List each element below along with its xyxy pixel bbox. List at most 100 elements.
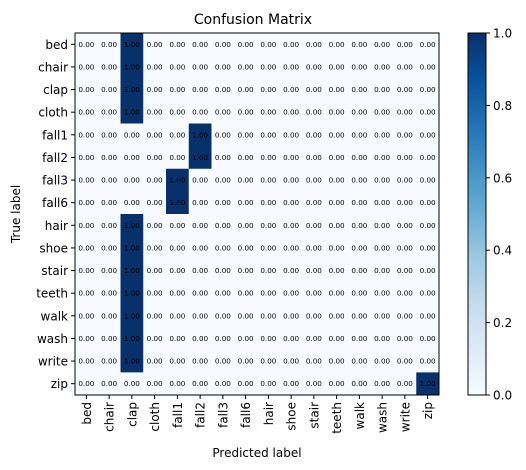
cell-value-label: 0.00 <box>374 153 390 162</box>
cell-value-label: 0.00 <box>397 379 413 388</box>
matrix-cell <box>120 214 144 238</box>
y-tick-label: fall3 <box>42 174 68 188</box>
matrix-cell <box>97 168 121 192</box>
matrix-cell <box>325 327 349 351</box>
matrix-cell <box>393 372 417 396</box>
matrix-cell <box>416 236 440 260</box>
cell-value-label: 0.00 <box>169 334 185 343</box>
y-tick-label: write <box>38 355 68 369</box>
matrix-cell <box>97 123 121 147</box>
matrix-cell <box>211 191 235 215</box>
matrix-cell <box>97 55 121 79</box>
matrix-cell <box>416 191 440 215</box>
cell-value-label: 0.00 <box>238 243 254 252</box>
matrix-cell <box>393 236 417 260</box>
cell-value-label: 0.00 <box>420 153 436 162</box>
y-tick-label: cloth <box>38 106 68 120</box>
matrix-cell <box>325 33 349 57</box>
cell-value-label: 0.00 <box>101 357 117 366</box>
matrix-cell <box>370 236 394 260</box>
cell-value-label: 0.00 <box>238 85 254 94</box>
cell-value-label: 0.00 <box>147 108 163 117</box>
cell-value-label: 0.00 <box>374 289 390 298</box>
cell-value-label: 0.00 <box>238 334 254 343</box>
cell-value-label: 0.00 <box>101 266 117 275</box>
matrix-cell <box>348 33 372 57</box>
cell-value-label: 0.00 <box>329 243 345 252</box>
cell-value-label: 0.00 <box>215 85 231 94</box>
cell-value-label: 1.00 <box>192 153 208 162</box>
cell-value-label: 0.00 <box>374 176 390 185</box>
matrix-cell <box>257 304 281 328</box>
y-tick-label: fall1 <box>42 128 68 142</box>
matrix-cell <box>257 123 281 147</box>
matrix-cell <box>75 123 99 147</box>
matrix-cell <box>393 123 417 147</box>
matrix-cell <box>302 168 326 192</box>
matrix-cell <box>302 146 326 170</box>
matrix-cell <box>370 146 394 170</box>
cell-value-label: 0.00 <box>397 130 413 139</box>
matrix-cell <box>257 281 281 305</box>
cell-value-label: 0.00 <box>260 266 276 275</box>
colorbar-tick-label: 0.6 <box>493 171 512 185</box>
matrix-cell <box>325 281 349 305</box>
matrix-cell <box>416 214 440 238</box>
matrix-cell <box>348 236 372 260</box>
cell-value-label: 0.00 <box>260 379 276 388</box>
cell-value-label: 0.00 <box>374 221 390 230</box>
cell-value-label: 0.00 <box>351 198 367 207</box>
colorbar-tick-label: 0.4 <box>493 244 512 258</box>
matrix-cell <box>370 372 394 396</box>
matrix-cell <box>257 372 281 396</box>
matrix-cell <box>166 214 190 238</box>
cell-value-label: 0.00 <box>147 289 163 298</box>
cell-value-label: 0.00 <box>78 334 94 343</box>
matrix-cell <box>279 78 303 102</box>
matrix-cell <box>211 304 235 328</box>
matrix-cell <box>257 33 281 57</box>
matrix-cell <box>120 78 144 102</box>
cell-value-label: 0.00 <box>283 357 299 366</box>
matrix-cell <box>234 33 258 57</box>
cell-value-label: 0.00 <box>169 62 185 71</box>
cell-value-label: 0.00 <box>374 311 390 320</box>
matrix-cell <box>416 372 440 396</box>
x-tick-label: fall6 <box>239 402 253 428</box>
x-tick-label: fall1 <box>171 402 185 428</box>
cell-value-label: 0.00 <box>78 62 94 71</box>
matrix-cell <box>211 55 235 79</box>
cell-value-label: 0.00 <box>420 357 436 366</box>
cell-value-label: 0.00 <box>238 130 254 139</box>
matrix-cell <box>97 78 121 102</box>
cell-value-label: 0.00 <box>306 85 322 94</box>
matrix-cell <box>393 304 417 328</box>
matrix-cell <box>211 259 235 283</box>
cell-value-label: 0.00 <box>420 198 436 207</box>
cell-value-label: 0.00 <box>169 311 185 320</box>
cell-value-label: 0.00 <box>397 153 413 162</box>
matrix-cell <box>416 55 440 79</box>
matrix-cell <box>75 168 99 192</box>
x-axis-ticks: bed chair clap cloth fall1 fall2 fall3 fall6 hai… <box>80 395 435 434</box>
cell-value-label: 0.00 <box>78 311 94 320</box>
matrix-cell <box>188 259 212 283</box>
cell-value-label: 0.00 <box>124 176 140 185</box>
matrix-cell <box>75 191 99 215</box>
cell-value-label: 0.00 <box>329 153 345 162</box>
cell-value-label: 0.00 <box>329 130 345 139</box>
cell-value-label: 0.00 <box>351 243 367 252</box>
cell-value-label: 0.00 <box>124 198 140 207</box>
cell-value-label: 0.00 <box>420 130 436 139</box>
matrix-cell <box>302 100 326 124</box>
cell-value-label: 0.00 <box>283 198 299 207</box>
matrix-cell <box>75 281 99 305</box>
cell-value-label: 0.00 <box>329 62 345 71</box>
cell-value-label: 0.00 <box>78 108 94 117</box>
matrix-cell <box>234 372 258 396</box>
y-tick-label: teeth <box>36 287 68 301</box>
matrix-cell <box>234 78 258 102</box>
matrix-cell <box>279 100 303 124</box>
cell-value-label: 0.00 <box>101 379 117 388</box>
